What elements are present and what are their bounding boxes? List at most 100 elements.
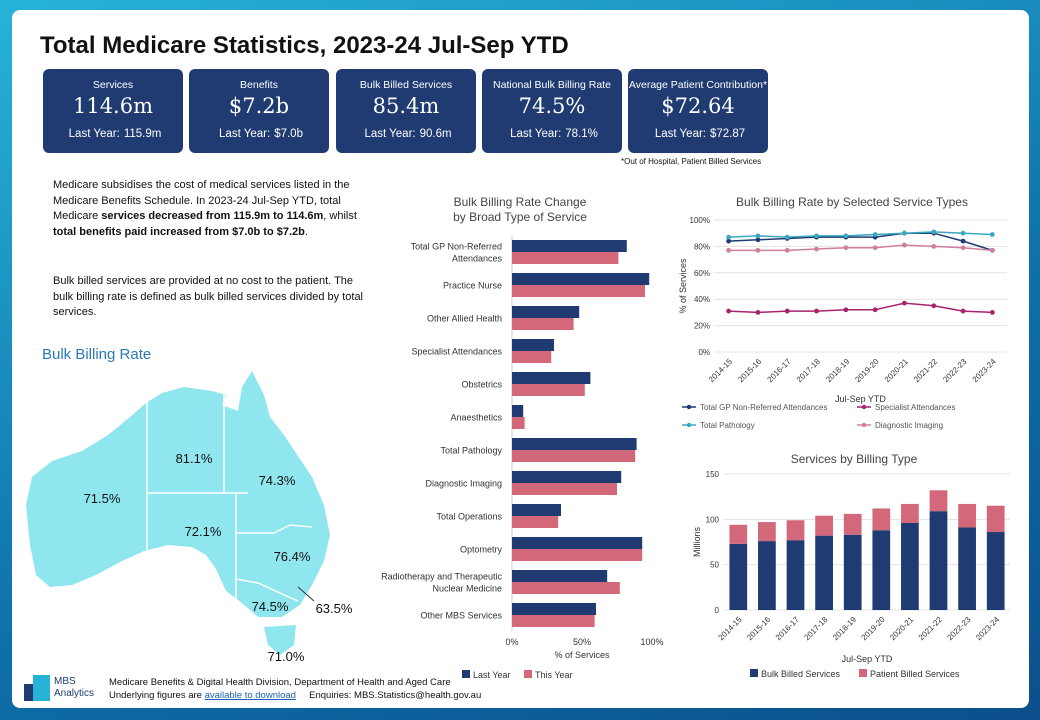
australia-map: 71.5% 81.1% 74.3% 72.1% 76.4% 74.5% 63.5… [26, 371, 353, 664]
kpi-last-year: Last Year: $72.87 [628, 128, 768, 140]
data-point [872, 307, 878, 313]
x-tick-label: 2017-18 [802, 615, 830, 643]
category-label: Radiotherapy and Therapeutic [381, 572, 502, 582]
x-tick-label: 2022-23 [941, 357, 969, 385]
data-point [755, 237, 761, 243]
bar-bulk-billed [901, 522, 919, 610]
intro-emphasis: total benefits paid increased from $7.0b… [53, 225, 305, 238]
x-tick-label: 2015-16 [736, 357, 764, 385]
state-label-nsw: 76.4% [274, 549, 311, 564]
kpi-ly-label: Last Year: [510, 128, 562, 140]
data-point [814, 308, 819, 314]
bar-last-year [512, 438, 637, 450]
x-tick-label: 2021-22 [912, 357, 940, 385]
legend-label: Total Pathology [700, 421, 755, 430]
bar-last-year [512, 570, 608, 582]
bar-last-year [512, 504, 561, 516]
x-tick-label: 2016-17 [774, 615, 802, 643]
legend-swatch [524, 670, 532, 678]
state-label-sa: 72.1% [185, 524, 222, 539]
kpi-label: Benefits [240, 79, 278, 91]
state-label-wa: 71.5% [84, 491, 121, 506]
series-line [728, 232, 993, 252]
kpi-services: Services 114.6m Last Year: 115.9m [43, 69, 183, 153]
data-point [843, 233, 849, 239]
data-point [902, 242, 907, 248]
bar-last-year [512, 240, 627, 252]
kpi-label: Bulk Billed Services [359, 79, 453, 91]
data-point [843, 307, 849, 313]
category-label: Optometry [460, 545, 503, 555]
category-label: Other MBS Services [420, 611, 502, 621]
bar-this-year [512, 417, 525, 429]
kpi-label: National Bulk Billing Rate [493, 79, 611, 91]
download-link[interactable]: available to download [204, 689, 296, 701]
category-label: Total Pathology [440, 446, 502, 456]
kpi-value: $72.64 [661, 94, 735, 118]
intro-paragraph-2: Bulk billed services are provided at no … [53, 275, 364, 318]
intro-text: , whilst [323, 210, 357, 222]
kpi-last-year: Last Year: 78.1% [482, 128, 622, 140]
kpi-ly-value: 78.1% [565, 128, 598, 140]
intro-text: Medicare subsidises the cost of medical … [53, 179, 350, 222]
series-line [728, 302, 993, 314]
data-point [784, 234, 790, 240]
legend-swatch [750, 669, 758, 677]
state-label-tas: 71.0% [268, 649, 305, 664]
category-label: Obstetrics [461, 380, 502, 390]
x-tick-label: 2017-18 [795, 357, 823, 385]
bar-this-year [512, 384, 585, 396]
bar-patient-billed [872, 508, 891, 531]
kpi-value: $7.2b [228, 94, 290, 118]
x-tick-label: 2016-17 [766, 357, 794, 385]
kpi-ly-label: Last Year: [219, 128, 271, 140]
bar-patient-billed [758, 522, 776, 542]
data-point [960, 245, 966, 251]
bar-last-year [512, 273, 650, 285]
bar-this-year [512, 252, 619, 264]
legend-marker [686, 422, 692, 428]
kpi-ly-label: Last Year: [364, 128, 416, 140]
legend-marker [686, 404, 692, 410]
footer-prefix: Underlying figures are [109, 689, 205, 701]
legend-swatch [859, 669, 867, 677]
bar-patient-billed [729, 524, 748, 544]
bar-bulk-billed [958, 527, 976, 610]
legend-swatch [462, 670, 470, 678]
kpi-label: Services [92, 79, 134, 91]
data-point [726, 247, 732, 253]
data-point [989, 310, 995, 315]
x-tick-label: 2014-15 [707, 357, 735, 385]
y-tick-label: 150 [706, 470, 720, 479]
dashboard-card: Total Medicare Statistics, 2023-24 Jul-S… [12, 10, 1029, 708]
kpi-national-bulk-billing-rate: National Bulk Billing Rate 74.5% Last Ye… [482, 69, 622, 153]
legend-label: Patient Billed Services [870, 669, 960, 678]
kpi-ly-value: 115.9m [123, 128, 162, 140]
data-point [960, 230, 966, 236]
y-axis-label: Millions [692, 527, 702, 558]
kpi-ly-value: $7.0b [274, 128, 303, 140]
kpi-ly-value: $72.87 [709, 128, 746, 140]
kpi-ly-label: Last Year: [654, 128, 706, 140]
data-point [726, 234, 732, 240]
y-tick-label: 80% [694, 242, 710, 251]
data-point [784, 308, 790, 314]
data-point [872, 245, 878, 251]
act-leader-line [297, 586, 315, 602]
bar-this-year [512, 351, 552, 363]
x-tick-label: 2020-21 [883, 357, 911, 385]
kpi-label: Average Patient Contribution* [628, 79, 768, 91]
bar-this-year [512, 450, 636, 462]
bar-patient-billed [901, 503, 919, 523]
bar-this-year [512, 615, 595, 627]
data-point [755, 247, 761, 253]
x-tick-label: 0% [505, 637, 518, 647]
legend-label: Total GP Non-Referred Attendances [700, 403, 827, 412]
y-tick-label: 40% [694, 295, 710, 304]
bar-last-year [512, 339, 554, 351]
x-axis-label: Jul-Sep YTD [842, 654, 893, 664]
data-point [726, 238, 732, 244]
kpi-ly-label: Last Year: [68, 128, 120, 140]
state-borders [146, 393, 313, 605]
